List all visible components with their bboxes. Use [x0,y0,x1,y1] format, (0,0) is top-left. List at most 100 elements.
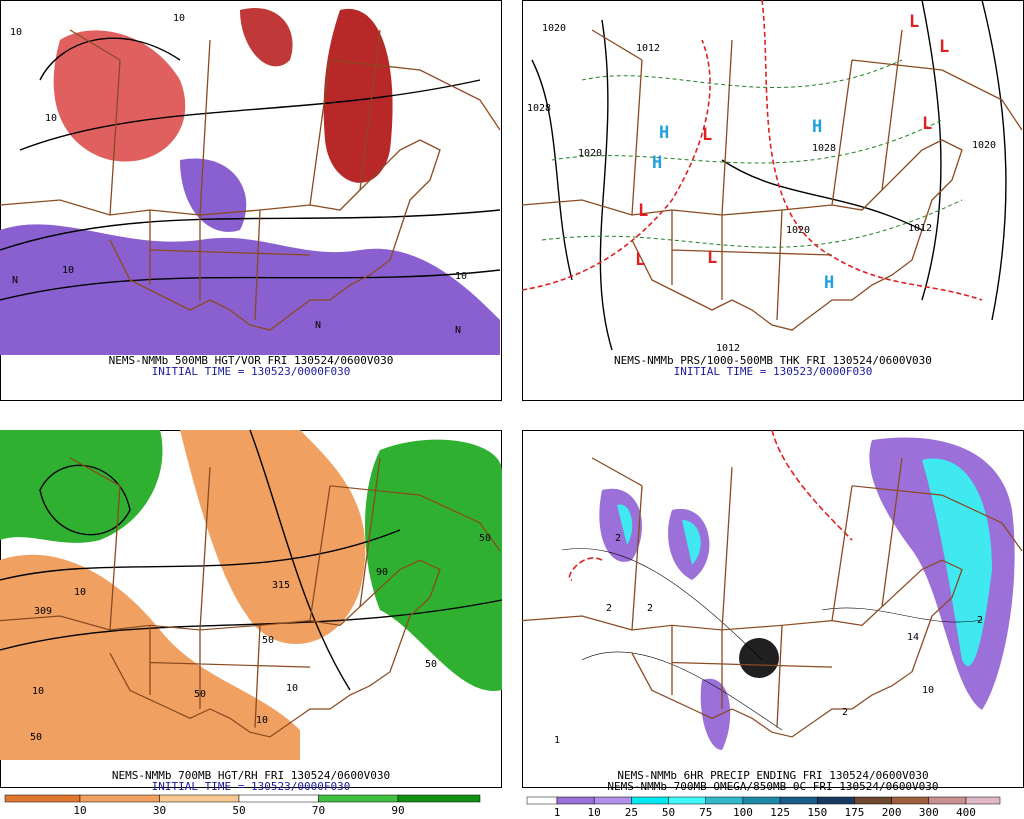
colorbar-swatch [668,796,706,805]
colorbar-swatch [79,794,160,803]
contour-label: 315 [272,580,290,591]
contour-label: 10 [45,113,57,124]
contour-label: 10 [922,685,934,696]
colorbar-label: 400 [956,806,976,819]
colorbar-swatch [318,794,399,803]
high-marker: H [824,273,834,293]
contour-label: 50 [30,732,42,743]
precip-area [617,504,701,565]
omega-contour [561,548,983,731]
omega-center [739,638,779,678]
map-700mb: 315 309 10 10 10 10 50 50 50 50 50 90 [0,429,503,760]
colorbar-swatch [556,796,595,805]
colorbar-swatch [593,796,632,805]
caption: INITIAL TIME = 130523/0000F030 [674,365,873,378]
vorticity-area [0,224,500,355]
caption: NEMS-NMMb 500MB HGT/VOR FRI 130524/0600V… [109,354,394,367]
colorbar-label: 50 [662,806,675,819]
contour-label: 2 [647,603,653,614]
isobar-label: 1012 [636,43,660,54]
colorbar-label: 125 [770,806,790,819]
isobar-label: 1012 [716,343,740,354]
pressure-labels: 1020 1028 1020 1012 1020 1012 1012 1020 … [527,12,996,354]
colorbar-label: 10 [73,804,86,817]
isobar-label: 1028 [527,103,551,114]
colorbar-label: 10 [588,806,601,819]
contour-label: N [455,325,461,336]
caption: NEMS-NMMb PRS/1000-500MB THK FRI 130524/… [614,354,932,367]
contour-label: 10 [10,27,22,38]
contour-label: 309 [34,606,52,617]
colorbar-label: 150 [807,806,827,819]
contour-label: 10 [455,271,467,282]
contour-label: 10 [74,587,86,598]
colorbar-swatch [965,796,1001,805]
contour-label: 2 [615,533,621,544]
contour-label: 2 [977,615,983,626]
vorticity-area [240,8,293,67]
humidity-area [180,430,366,644]
colorbar-label: 300 [919,806,939,819]
high-marker: H [812,117,822,137]
colorbar-swatch [891,796,930,805]
high-marker: H [659,123,669,143]
colorbar-label: 100 [733,806,753,819]
isobar-label: 1028 [812,143,836,154]
colorbar-swatch [526,796,558,805]
contour-label: 10 [62,265,74,276]
caption: NEMS-NMMb 6HR PRECIP ENDING FRI 130524/0… [617,769,928,782]
thickness-contour [541,59,963,248]
contour-label: 14 [907,632,919,643]
colorbar-label: 70 [312,804,325,817]
colorbar-swatch [631,796,669,805]
caption: NEMS-NMMb 700MB OMEGA/850MB 0C FRI 13052… [607,780,938,793]
low-marker: L [635,250,645,270]
colorbar-label: 25 [625,806,638,819]
contour-label: N [315,320,321,331]
colorbar-swatch [854,796,892,805]
colorbar-swatch [817,796,855,805]
vorticity-area [323,8,393,183]
low-marker: L [702,125,712,145]
colorbar-swatch [4,794,81,803]
vorticity-area [180,158,247,232]
isobar-label: 1020 [542,23,566,34]
colorbars: 10 30 50 70 90 1 10 25 50 75 100 125 150 175 200 300 400 [4,794,1001,819]
low-marker: L [939,37,949,57]
colorbar-swatch [779,796,818,805]
colorbar-label: 90 [391,804,404,817]
precip-area [700,678,731,750]
contour-label: 10 [173,13,185,24]
isobar [531,0,1007,351]
contour-label: 10 [286,683,298,694]
contour-label: 2 [842,707,848,718]
colorbar-swatch [397,794,481,803]
contour-label: 50 [479,533,491,544]
isobar-label: 1020 [972,140,996,151]
contour-label: 1 [554,735,560,746]
contour-label: 2 [606,603,612,614]
vorticity-area [53,30,186,162]
colorbar-label: 30 [153,804,166,817]
colorbar-swatch [705,796,744,805]
thickness-contour [521,0,983,301]
caption: NEMS-NMMb 700MB HGT/RH FRI 130524/0600V0… [112,769,390,782]
colorbar-label: 75 [699,806,712,819]
map-500mb: 10 10 10 10 10 N N N [0,8,501,355]
map-precip: 2 2 2 2 2 14 10 1 [521,429,1023,750]
map-pressure [521,0,1023,351]
low-marker: L [638,201,648,221]
freezing-line [568,429,853,581]
contour-label: 50 [262,635,274,646]
colorbar-swatch [238,794,319,803]
contour-label: 90 [376,567,388,578]
colorbar-swatch [159,794,240,803]
colorbar-label: 200 [882,806,902,819]
colorbar-label: 50 [232,804,245,817]
colorbar-swatch [742,796,781,805]
caption: INITIAL TIME = 130523/0000F030 [152,365,351,378]
contour-label: 10 [256,715,268,726]
isobar-label: 1020 [786,225,810,236]
high-marker: H [652,153,662,173]
